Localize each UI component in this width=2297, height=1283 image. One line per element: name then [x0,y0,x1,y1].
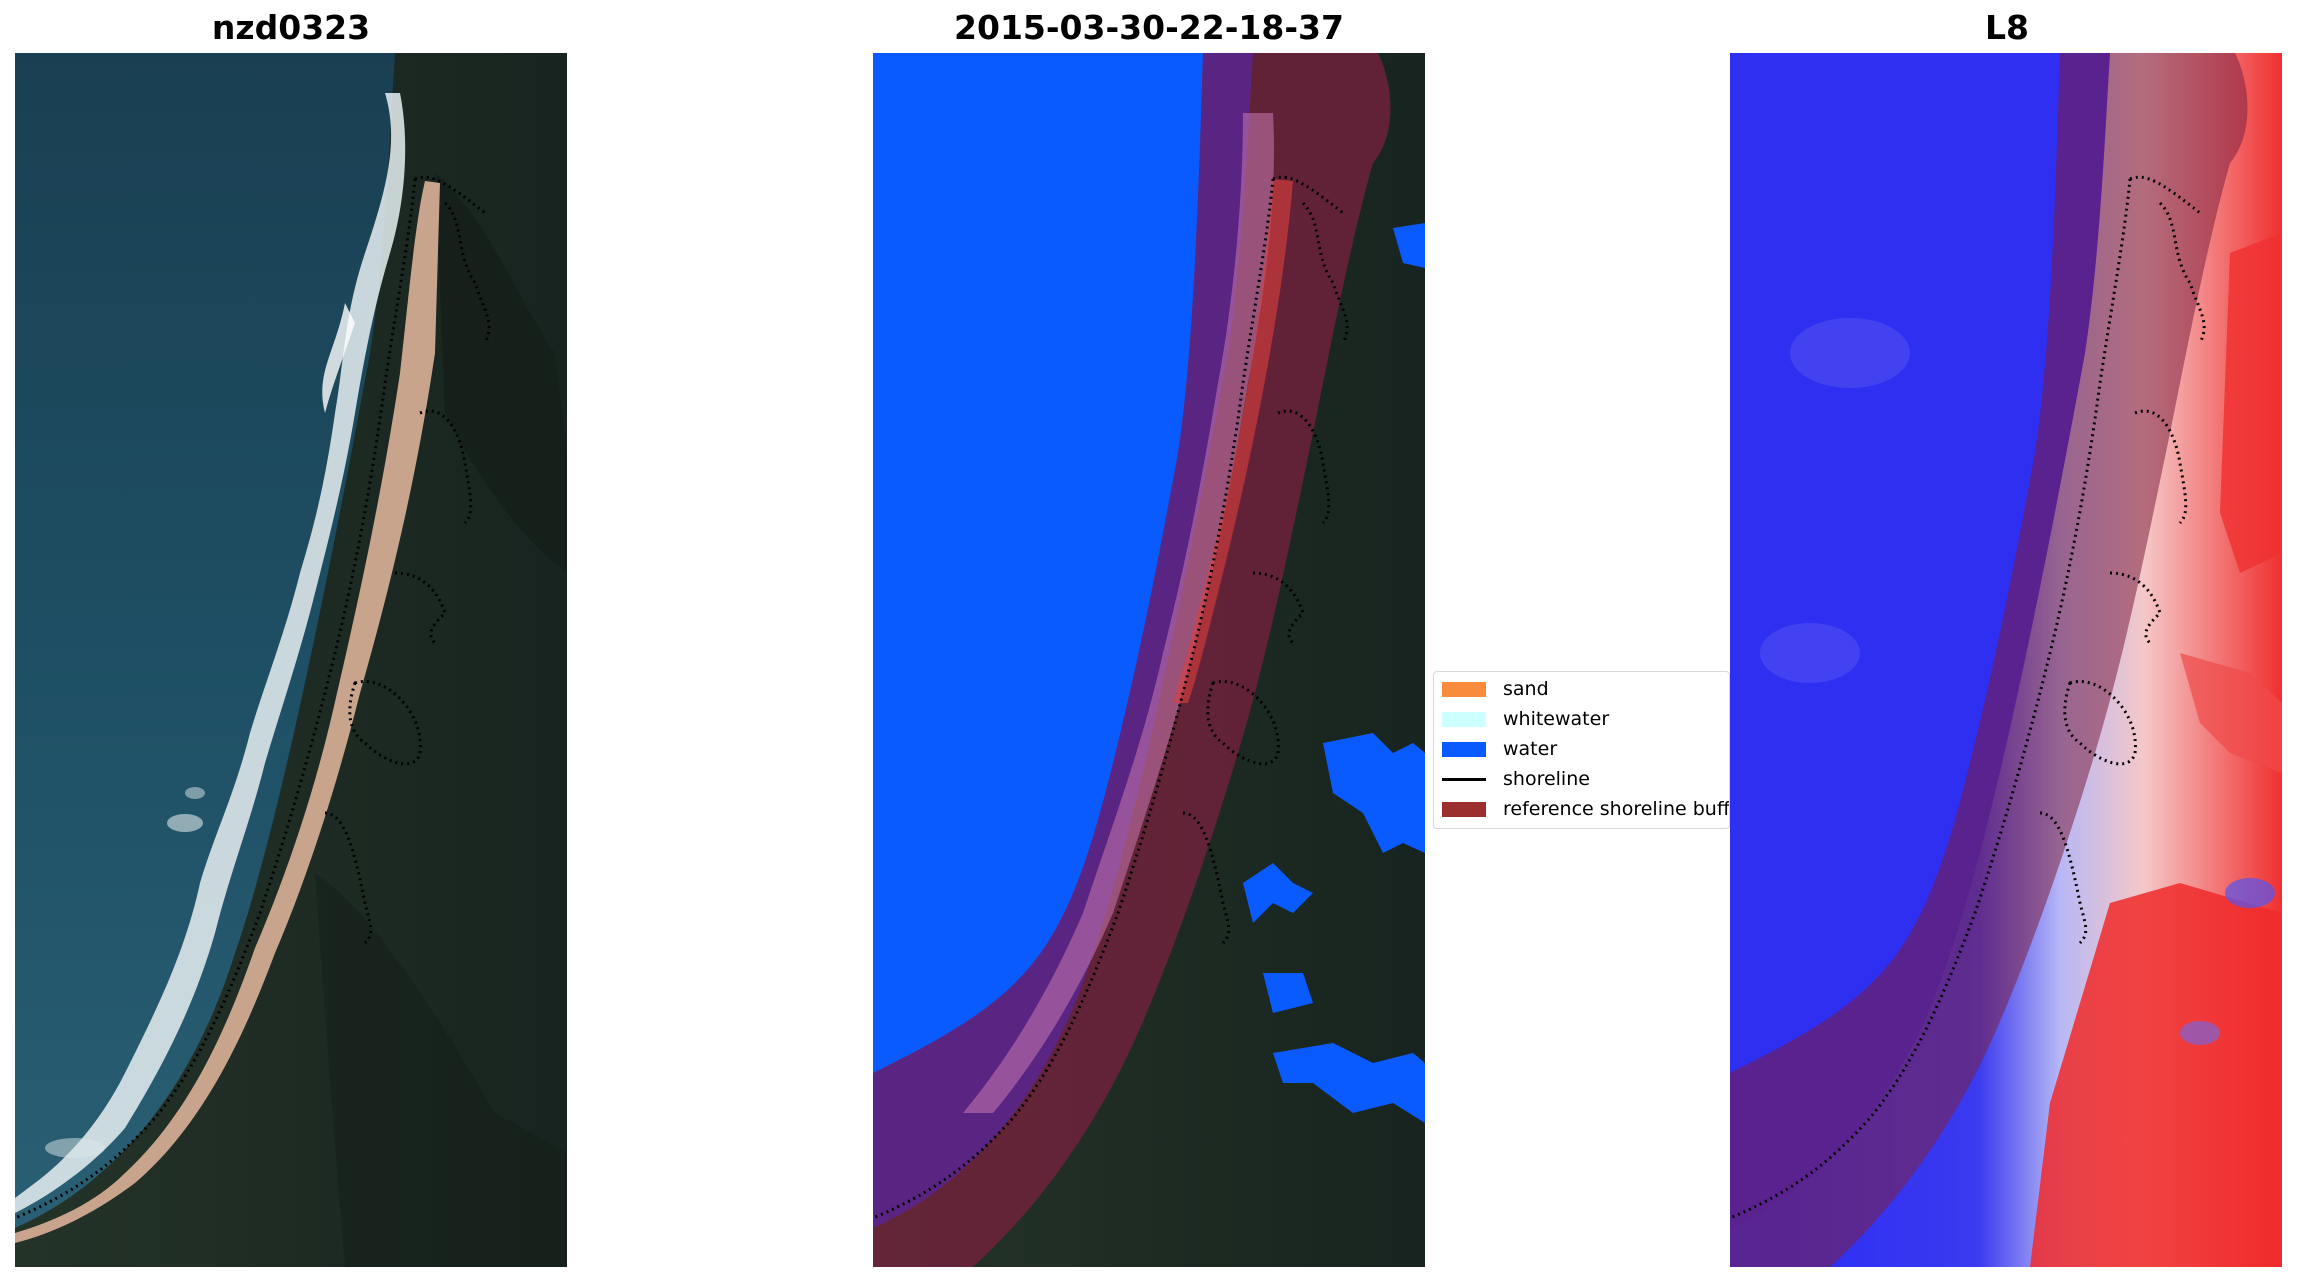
panel-title-index: L8 [1985,8,2029,47]
shoreline-line-swatch [1442,778,1486,781]
legend-label-water: water [1503,738,1558,760]
legend: sand whitewater water shoreline referenc… [1433,671,1730,829]
l8-index-image [1730,53,2282,1267]
legend-label-sand: sand [1503,678,1549,700]
whitewater-swatch [1442,712,1486,727]
reference-buffer-swatch [1442,802,1486,817]
classification-image [873,53,1425,1267]
legend-label-shoreline: shoreline [1503,768,1590,790]
legend-label-reference-buffer: reference shoreline buffer [1503,798,1730,820]
legend-label-whitewater: whitewater [1503,708,1610,730]
panel-title-classification: 2015-03-30-22-18-37 [954,8,1344,47]
sand-swatch [1442,682,1486,697]
water-swatch [1442,742,1486,757]
panel-title-rgb: nzd0323 [211,8,371,47]
rgb-satellite-image [15,53,567,1267]
